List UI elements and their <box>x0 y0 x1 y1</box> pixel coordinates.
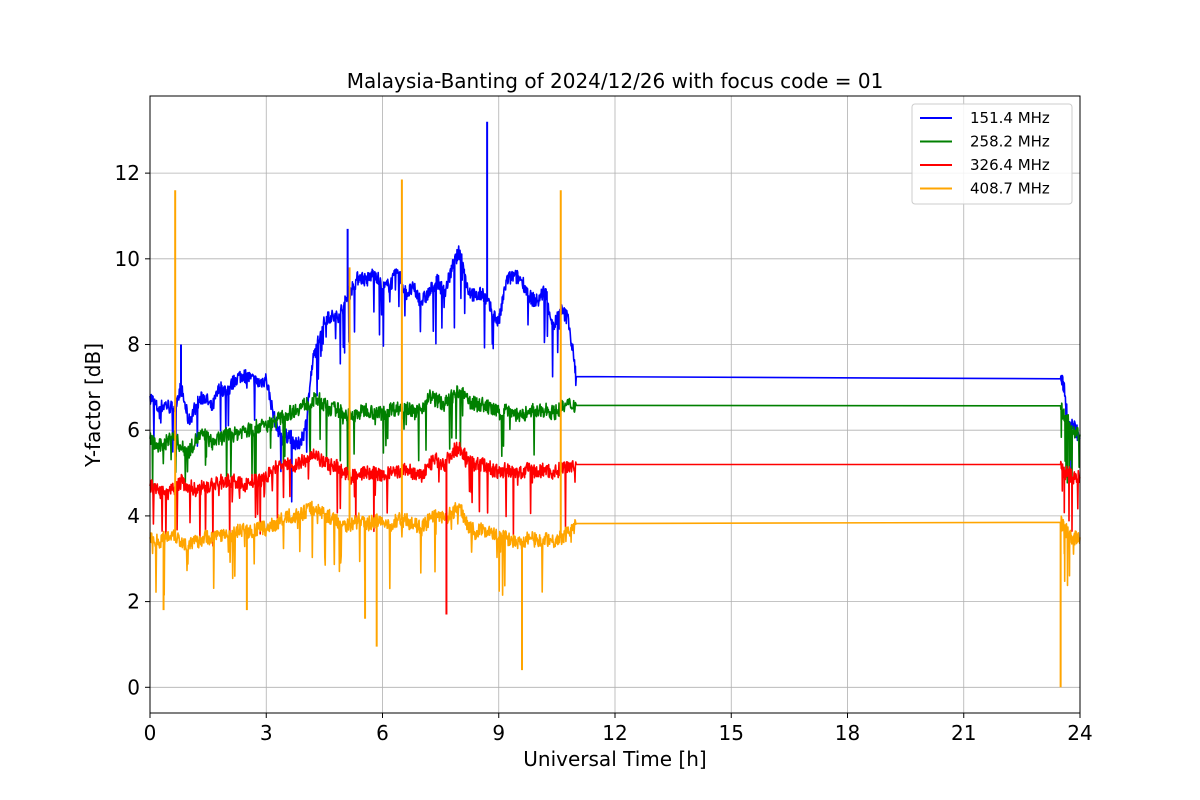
legend-label: 151.4 MHz <box>970 109 1050 127</box>
series-layer <box>149 121 1081 688</box>
legend-label: 326.4 MHz <box>970 156 1050 174</box>
series-line <box>149 500 1081 596</box>
series-line <box>149 441 1081 547</box>
x-tick-label: 0 <box>144 721 157 745</box>
x-tick-label: 12 <box>602 721 627 745</box>
chart-title: Malaysia-Banting of 2024/12/26 with focu… <box>347 69 884 93</box>
x-axis: 0 3 6 9 12 15 18 21 24 <box>144 713 1093 745</box>
x-tick-label: 9 <box>492 721 505 745</box>
x-tick-label: 3 <box>260 721 273 745</box>
x-tick-label: 18 <box>835 721 860 745</box>
y-tick-label: 0 <box>127 675 140 699</box>
x-axis-label: Universal Time [h] <box>523 747 706 771</box>
series-line <box>149 245 1081 503</box>
y-tick-label: 8 <box>127 333 140 357</box>
legend-box <box>911 103 1073 205</box>
x-tick-label: 6 <box>376 721 389 745</box>
series-line <box>149 385 1081 491</box>
y-tick-label: 4 <box>127 504 140 528</box>
y-tick-label: 10 <box>115 247 140 271</box>
x-tick-label: 21 <box>951 721 976 745</box>
y-tick-label: 2 <box>127 590 140 614</box>
y-axis-label: Y-factor [dB] <box>81 343 105 468</box>
legend-label: 258.2 MHz <box>970 133 1050 151</box>
legend: 151.4 MHz 258.2 MHz 326.4 MHz 408.7 MHz <box>911 103 1073 205</box>
y-axis: 0 2 4 6 8 10 12 <box>115 161 150 699</box>
x-tick-label: 24 <box>1067 721 1092 745</box>
legend-label: 408.7 MHz <box>970 180 1050 198</box>
x-tick-label: 15 <box>719 721 744 745</box>
y-tick-label: 6 <box>127 418 140 442</box>
y-tick-label: 12 <box>115 161 140 185</box>
